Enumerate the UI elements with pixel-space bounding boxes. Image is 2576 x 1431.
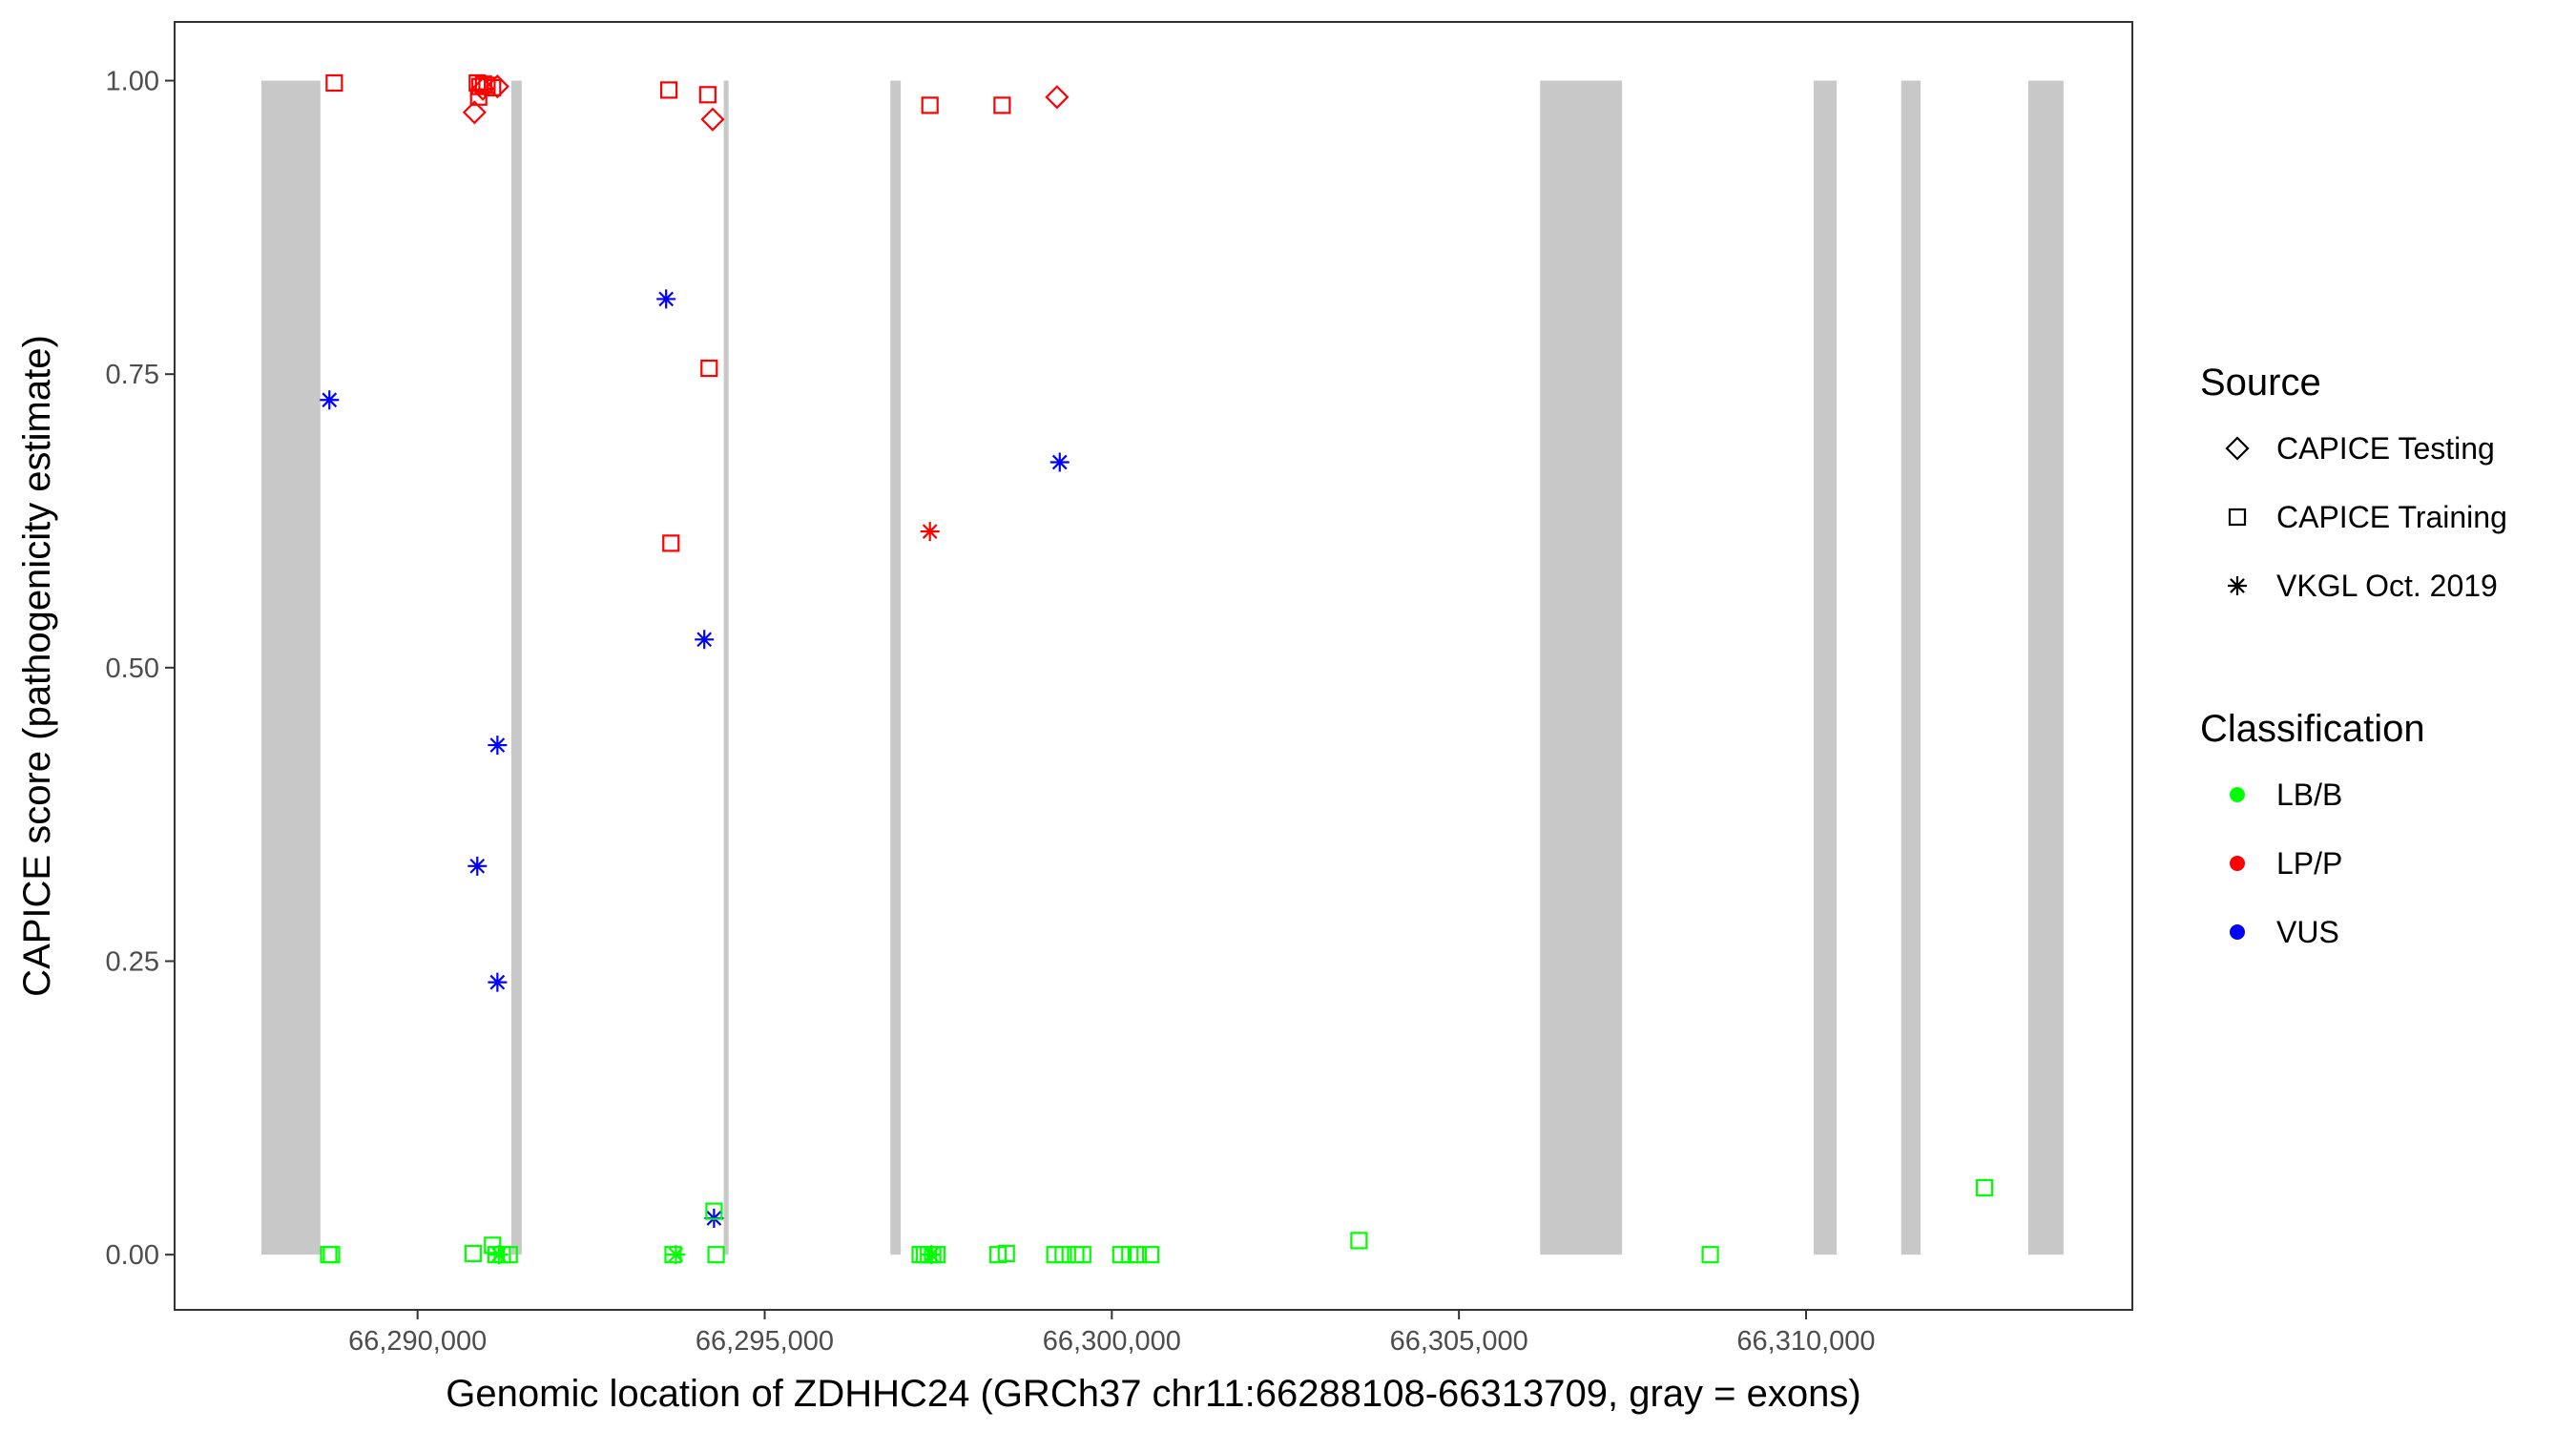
data-point — [464, 1244, 482, 1263]
legend-classification-label: VUS — [2276, 915, 2339, 949]
legend-key-diamond — [2225, 436, 2250, 461]
y-tick-label: 1.00 — [106, 67, 159, 97]
data-point — [470, 76, 495, 101]
axes: 0.00 0.25 0.50 0.75 1.00 66,290,000 66,295,000… — [106, 67, 1876, 1357]
data-point — [1141, 1246, 1160, 1264]
data-point — [1350, 1232, 1368, 1250]
data-point — [659, 81, 678, 99]
legend-classification-items: LB/B LP/P VUS — [2230, 778, 2342, 949]
legend-source-label: CAPICE Testing — [2276, 431, 2495, 466]
x-tick-label: 66,295,000 — [696, 1326, 834, 1357]
exon-band — [2027, 80, 2064, 1255]
data-point — [695, 630, 715, 650]
data-point — [993, 96, 1011, 114]
plot-border — [174, 21, 2133, 1311]
data-point — [1073, 1246, 1091, 1264]
data-point — [1701, 1246, 1719, 1264]
data-point — [698, 86, 717, 104]
data-point — [467, 856, 488, 876]
exon-bands — [260, 80, 2064, 1255]
exon-band — [260, 80, 321, 1255]
data-point — [1049, 452, 1070, 472]
data-point — [320, 390, 340, 410]
y-tick-label: 0.25 — [106, 947, 159, 978]
data-point — [484, 1236, 502, 1255]
exon-band — [1540, 80, 1623, 1255]
data-point — [488, 736, 508, 756]
exon-band — [890, 80, 902, 1255]
legend-key-asterisk — [2228, 576, 2247, 595]
x-tick-label: 66,310,000 — [1736, 1326, 1875, 1357]
legend-classification-title: Classification — [2200, 708, 2425, 750]
legend-source-label: CAPICE Training — [2276, 500, 2507, 534]
exon-band — [723, 80, 729, 1255]
data-point — [662, 534, 680, 552]
legend-classification-label: LP/P — [2276, 846, 2342, 881]
data-point — [1045, 85, 1070, 110]
legend-key-dot — [2230, 787, 2245, 802]
x-tick-label: 66,305,000 — [1390, 1326, 1528, 1357]
y-tick-label: 0.50 — [106, 653, 159, 684]
data-point — [485, 74, 509, 99]
x-axis-title: Genomic location of ZDHHC24 (GRCh37 chr1… — [446, 1373, 1860, 1415]
data-point — [488, 972, 508, 992]
data-point — [1129, 1246, 1148, 1264]
data-point — [997, 1244, 1015, 1263]
exon-band — [1814, 80, 1838, 1255]
data-point — [1111, 1246, 1130, 1264]
x-tick-label: 66,290,000 — [348, 1326, 487, 1357]
y-tick-label: 0.00 — [106, 1240, 159, 1271]
data-point — [462, 100, 487, 125]
exon-band — [510, 80, 522, 1255]
legend-key-square — [2228, 508, 2247, 527]
legend-source-items: CAPICE Testing CAPICE Training VKGL Oct. 2… — [2225, 431, 2507, 603]
legend-key-dot — [2230, 856, 2245, 871]
data-point — [700, 107, 725, 132]
data-point — [322, 1246, 341, 1264]
exon-band — [1901, 80, 1922, 1255]
data-point — [1975, 1178, 1994, 1197]
data-point — [700, 359, 718, 378]
data-point — [922, 1245, 942, 1265]
data-point — [656, 289, 676, 309]
y-axis-title: CAPICE score (pathogenicity estimate) — [16, 335, 58, 997]
legend-key-dot — [2230, 924, 2245, 940]
data-point — [666, 1245, 686, 1265]
x-tick-label: 66,300,000 — [1043, 1326, 1181, 1357]
data-point — [921, 96, 939, 114]
data-point — [920, 522, 940, 542]
data-point — [705, 1202, 723, 1220]
data-point — [325, 73, 343, 93]
y-tick-label: 0.75 — [106, 360, 159, 390]
legend-classification-label: LB/B — [2276, 778, 2342, 812]
data-point — [1054, 1246, 1072, 1264]
data-point — [488, 1245, 509, 1265]
plot-background — [175, 22, 2132, 1310]
legend-source-title: Source — [2200, 362, 2321, 404]
data-point — [707, 1246, 725, 1264]
legend-source-label: VKGL Oct. 2019 — [2276, 569, 2498, 603]
data-points — [320, 73, 1994, 1265]
legend: Source CAPICE Testing CAPICE Training VKGL… — [2200, 362, 2507, 949]
